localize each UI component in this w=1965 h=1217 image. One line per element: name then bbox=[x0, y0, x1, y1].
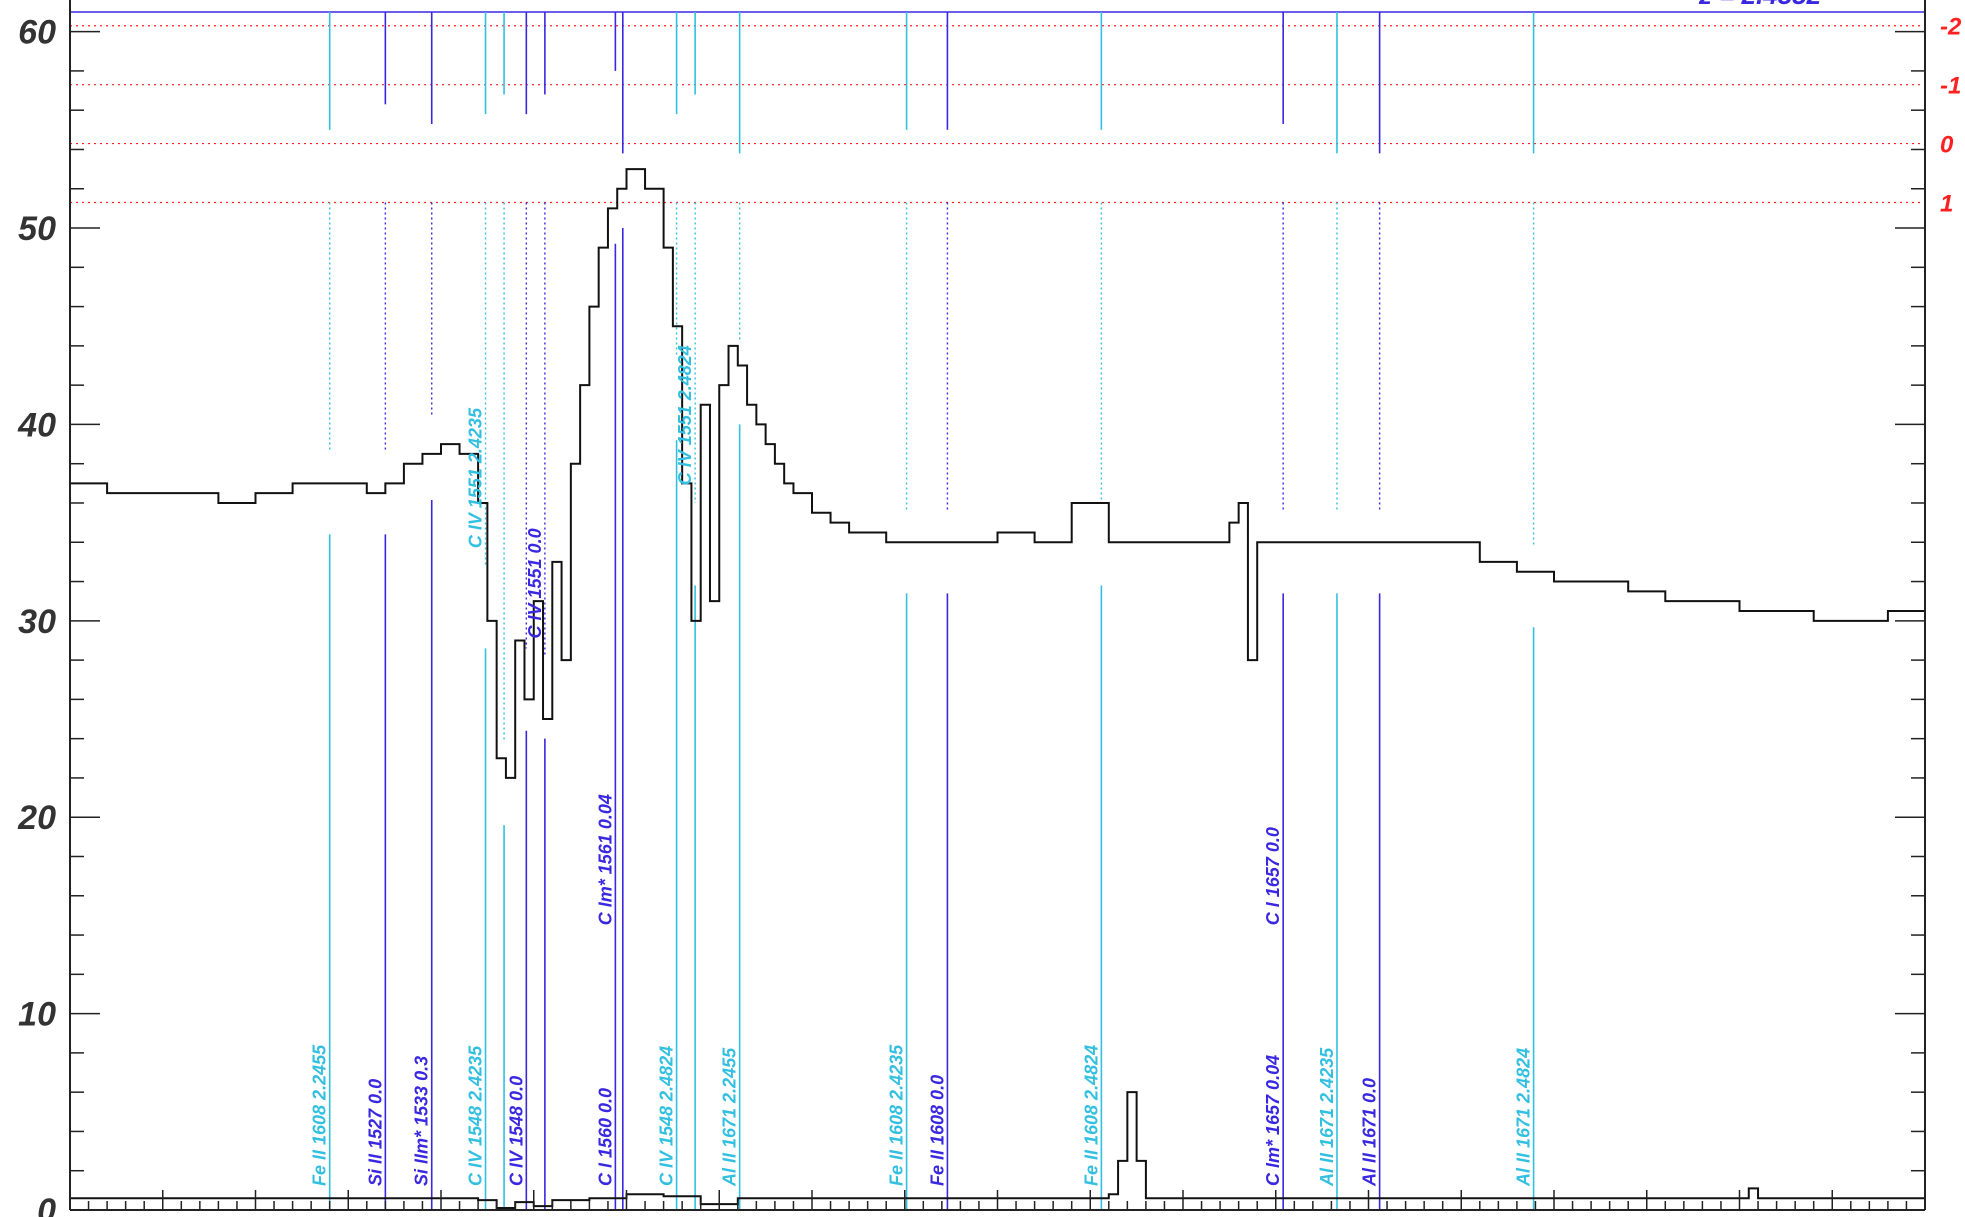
line-id-label: Al II 1671 0.0 bbox=[1360, 1078, 1380, 1187]
y-tick-label: 0 bbox=[37, 1192, 56, 1217]
right-axis-tick-label: -2 bbox=[1940, 14, 1962, 41]
right-axis-tick-label: 0 bbox=[1940, 132, 1954, 159]
line-id-top-label: C IV 1551 2.4235 bbox=[466, 407, 486, 548]
reference-lines bbox=[70, 11, 1925, 204]
line-id-label: Al II 1671 2.4824 bbox=[1514, 1048, 1534, 1187]
y-tick-label: 10 bbox=[18, 996, 56, 1034]
line-id-labels: Fe II 1608 2.2455 Si II 1527 0.0 Si IIm* 1… bbox=[310, 345, 1534, 1187]
y-tick-label: 40 bbox=[17, 406, 56, 444]
spectrum-series bbox=[70, 168, 1926, 1210]
line-id-top-label: C IV 1551 0.0 bbox=[525, 528, 545, 638]
right-axis-tick-label: -1 bbox=[1940, 73, 1961, 100]
line-id-label: C IV 1548 0.0 bbox=[506, 1076, 526, 1186]
line-id-mid-label: C Im* 1561 0.04 bbox=[595, 794, 615, 925]
line-id-label: Si IIm* 1533 0.3 bbox=[412, 1056, 432, 1186]
y-tick-label: 30 bbox=[18, 603, 56, 641]
line-id-label: C I 1560 0.0 bbox=[595, 1088, 615, 1186]
y-tick-label: 50 bbox=[18, 210, 56, 248]
line-id-label: Fe II 1608 0.0 bbox=[927, 1075, 947, 1186]
line-id-label: Al II 1671 2.4235 bbox=[1317, 1047, 1337, 1187]
line-id-label: C IV 1548 2.4824 bbox=[657, 1046, 677, 1186]
line-id-label: Fe II 1608 2.4824 bbox=[1081, 1045, 1101, 1186]
y-tick-label: 60 bbox=[18, 14, 56, 52]
line-identifications bbox=[328, 12, 1535, 1210]
line-id-label: Fe II 1608 2.2455 bbox=[310, 1044, 330, 1186]
right-axis-tick-label: 1 bbox=[1940, 191, 1953, 218]
line-id-label: C Im* 1657 0.04 bbox=[1263, 1055, 1283, 1186]
line-id-label: Si II 1527 0.0 bbox=[365, 1079, 385, 1186]
line-id-label: C IV 1548 2.4235 bbox=[466, 1045, 486, 1186]
line-id-label: Fe II 1608 2.4235 bbox=[887, 1044, 907, 1186]
y-tick-label: 20 bbox=[17, 799, 56, 837]
line-id-top-label: C IV 1551 2.4824 bbox=[675, 345, 695, 485]
header-fragment: z = 2.4552 bbox=[1698, 0, 1822, 10]
flux-series bbox=[70, 168, 1926, 779]
line-id-label: Al II 1671 2.2455 bbox=[720, 1047, 740, 1187]
line-id-mid-label: C I 1657 0.0 bbox=[1263, 827, 1283, 925]
